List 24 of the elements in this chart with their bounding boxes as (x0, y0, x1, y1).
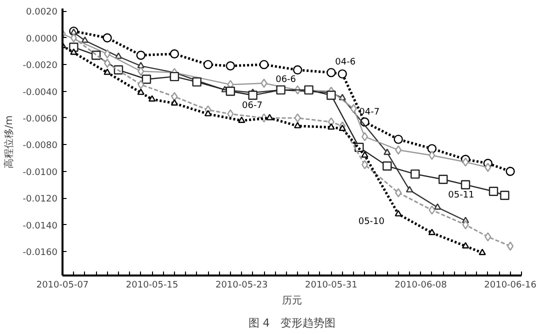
x-axis-title: 历元 (282, 296, 302, 306)
y-tick-label: -0.0100 (22, 168, 58, 178)
y-axis-title: 高程位移/m (2, 115, 15, 169)
series-label: 05-11 (448, 190, 474, 200)
x-tick-label: 2010-05-07 (36, 280, 89, 290)
y-tick-label: 0.0000 (26, 34, 58, 44)
x-tick-label: 2010-06-16 (484, 280, 537, 290)
y-tick-label: -0.0060 (22, 114, 58, 124)
x-tick-label: 2010-05-31 (305, 280, 358, 290)
x-tick-label: 2010-06-08 (394, 280, 448, 290)
y-tick-label: 0.0020 (26, 8, 58, 18)
y-tick-label: -0.0120 (22, 194, 58, 205)
y-tick-label: -0.0160 (22, 248, 58, 258)
x-tick-label: 2010-05-23 (215, 280, 268, 290)
series-label: 06-6 (276, 74, 296, 85)
x-tick-label: 2010-05-15 (126, 280, 178, 290)
caption: 图 4 变形趋势图 (248, 316, 336, 330)
series-label: 05-10 (358, 217, 385, 228)
y-tick-label: -0.0020 (22, 61, 58, 72)
series-label: 04-6 (335, 58, 356, 68)
y-tick-label: -0.0080 (22, 141, 58, 152)
series-label: 06-7 (242, 100, 262, 111)
y-tick-label: -0.0040 (22, 88, 58, 98)
y-tick-label: -0.0140 (22, 221, 58, 232)
